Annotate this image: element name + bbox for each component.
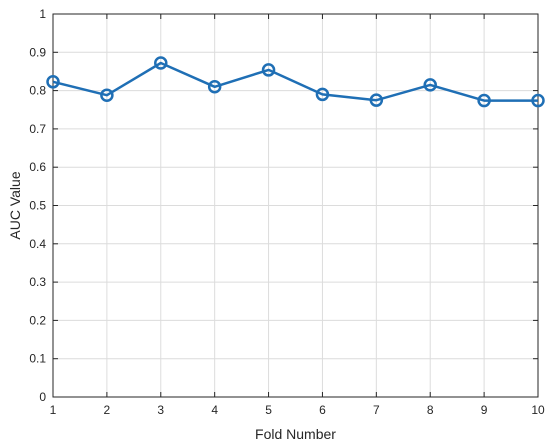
- data-point: [100, 88, 114, 102]
- y-tick-label: 0.1: [29, 352, 46, 366]
- data-point: [477, 93, 491, 108]
- series-line: [52, 61, 538, 102]
- x-tick-label: 4: [211, 403, 218, 417]
- y-tick-label: 0.5: [29, 199, 46, 213]
- data-point: [423, 78, 437, 92]
- x-axis-title: Fold Number: [255, 426, 336, 442]
- ticks-layer: 1 2 3 4 5 6 7 8 9 10 0 0.1 0.2 0.3 0.4 0.5 0.6 0.7 0.8 0.9 1: [29, 7, 545, 417]
- x-tick-label: 2: [104, 403, 111, 417]
- data-point: [315, 87, 330, 102]
- y-tick-label: 1: [39, 7, 46, 21]
- y-tick-label: 0.3: [29, 275, 46, 289]
- x-tick-label: 10: [531, 403, 545, 417]
- data-point: [207, 80, 222, 94]
- y-axis-title: AUC Value: [7, 171, 23, 239]
- y-tick-label: 0: [39, 390, 46, 404]
- x-tick-label: 3: [157, 403, 164, 417]
- data-point: [46, 75, 60, 89]
- y-tick-label: 0.8: [29, 84, 46, 98]
- grid-layer: [52, 13, 539, 398]
- data-point: [261, 63, 276, 77]
- data-point: [531, 93, 545, 108]
- x-tick-label: 5: [265, 403, 272, 417]
- x-tick-label: 8: [427, 403, 434, 417]
- x-tick-label: 7: [373, 403, 380, 417]
- y-tick-label: 0.2: [29, 313, 46, 327]
- x-tick-label: 6: [319, 403, 326, 417]
- data-point: [369, 93, 384, 107]
- y-tick-label: 0.4: [29, 237, 46, 251]
- x-tick-label: 9: [481, 403, 488, 417]
- x-tick-label: 1: [50, 403, 57, 417]
- y-tick-label: 0.6: [29, 160, 46, 174]
- y-tick-label: 0.7: [29, 122, 46, 136]
- y-tick-label: 0.9: [29, 45, 46, 59]
- series-layer: [46, 56, 545, 108]
- data-point: [154, 56, 168, 70]
